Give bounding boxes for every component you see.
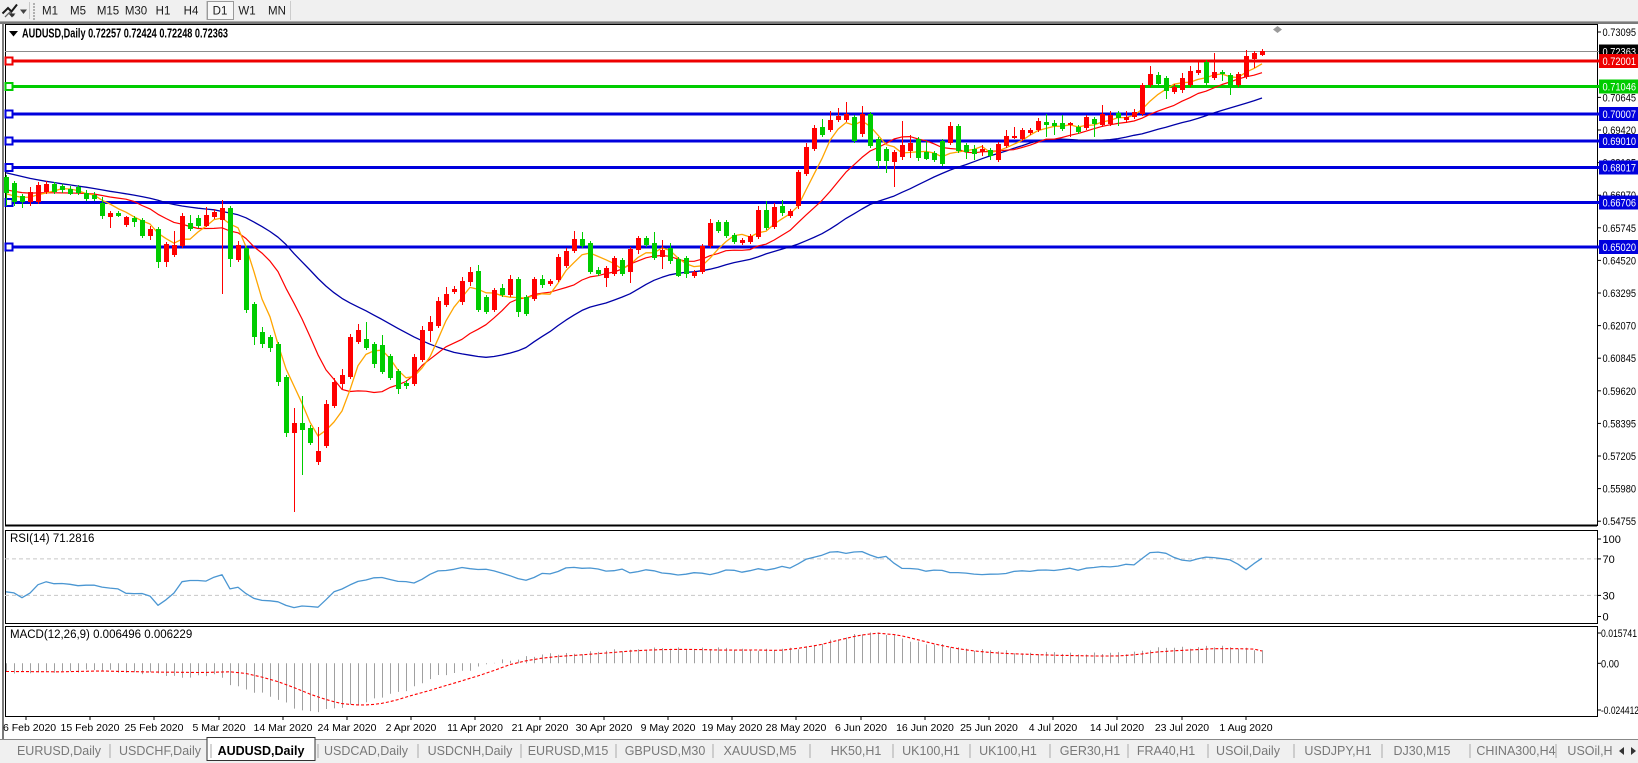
svg-text:USDJPY,H1: USDJPY,H1 — [1304, 744, 1371, 758]
svg-text:M15: M15 — [97, 6, 119, 18]
svg-text:5 Mar 2020: 5 Mar 2020 — [192, 722, 245, 734]
svg-text:0.58395: 0.58395 — [1603, 418, 1637, 430]
svg-text:100: 100 — [1603, 534, 1621, 546]
svg-text:0.65745: 0.65745 — [1603, 223, 1637, 235]
svg-text:0.66706: 0.66706 — [1603, 198, 1637, 210]
svg-text:1 Aug 2020: 1 Aug 2020 — [1219, 722, 1272, 734]
svg-text:30 Apr 2020: 30 Apr 2020 — [576, 722, 633, 734]
svg-text:W1: W1 — [238, 6, 255, 18]
svg-text:H4: H4 — [184, 6, 199, 18]
svg-text:RSI(14) 71.2816: RSI(14) 71.2816 — [10, 533, 94, 545]
svg-text:0.55980: 0.55980 — [1603, 484, 1637, 496]
svg-text:MN: MN — [268, 6, 286, 18]
svg-text:-0.024412: -0.024412 — [1601, 705, 1638, 717]
svg-text:25 Jun 2020: 25 Jun 2020 — [960, 722, 1018, 734]
svg-text:0.62070: 0.62070 — [1603, 321, 1637, 333]
svg-text:XAUUSD,M5: XAUUSD,M5 — [724, 744, 797, 758]
svg-text:19 May 2020: 19 May 2020 — [702, 722, 763, 734]
svg-text:AUDUSD,Daily 0.72257 0.72424: AUDUSD,Daily 0.72257 0.72424 0.72248 0.7… — [22, 27, 228, 41]
svg-text:14 Jul 2020: 14 Jul 2020 — [1090, 722, 1144, 734]
svg-text:D1: D1 — [213, 6, 228, 18]
svg-text:14 Mar 2020: 14 Mar 2020 — [254, 722, 313, 734]
svg-text:0.70645: 0.70645 — [1603, 92, 1637, 104]
svg-text:9 May 2020: 9 May 2020 — [641, 722, 696, 734]
svg-text:EURUSD,M15: EURUSD,M15 — [528, 744, 609, 758]
svg-text:0.68017: 0.68017 — [1603, 163, 1637, 175]
svg-text:USOil,H: USOil,H — [1567, 744, 1612, 758]
svg-text:M30: M30 — [125, 6, 147, 18]
svg-text:M1: M1 — [42, 6, 58, 18]
svg-text:11 Apr 2020: 11 Apr 2020 — [447, 722, 503, 734]
svg-text:28 May 2020: 28 May 2020 — [766, 722, 827, 734]
svg-text:0.70007: 0.70007 — [1603, 109, 1637, 121]
svg-text:UK100,H1: UK100,H1 — [979, 744, 1037, 758]
svg-text:0.59620: 0.59620 — [1603, 386, 1637, 398]
svg-text:0.57205: 0.57205 — [1603, 451, 1637, 463]
svg-text:GBPUSD,M30: GBPUSD,M30 — [625, 744, 706, 758]
svg-text:0.015741: 0.015741 — [1601, 628, 1637, 640]
svg-text:EURUSD,Daily: EURUSD,Daily — [17, 744, 102, 758]
svg-text:0.60845: 0.60845 — [1603, 353, 1637, 365]
svg-text:GER30,H1: GER30,H1 — [1060, 744, 1120, 758]
svg-text:M5: M5 — [70, 6, 86, 18]
svg-text:15 Feb 2020: 15 Feb 2020 — [61, 722, 120, 734]
svg-text:0.00: 0.00 — [1601, 658, 1619, 670]
svg-text:16 Jun 2020: 16 Jun 2020 — [896, 722, 954, 734]
svg-text:UK100,H1: UK100,H1 — [902, 744, 960, 758]
svg-text:HK50,H1: HK50,H1 — [831, 744, 882, 758]
svg-text:0.64520: 0.64520 — [1603, 255, 1637, 267]
svg-text:0.72001: 0.72001 — [1603, 56, 1637, 68]
svg-text:AUDUSD,Daily: AUDUSD,Daily — [218, 744, 305, 758]
svg-text:6 Jun 2020: 6 Jun 2020 — [835, 722, 887, 734]
svg-text:25 Feb 2020: 25 Feb 2020 — [125, 722, 184, 734]
svg-text:USDCAD,Daily: USDCAD,Daily — [324, 744, 409, 758]
svg-text:2 Apr 2020: 2 Apr 2020 — [386, 722, 437, 734]
svg-text:DJ30,M15: DJ30,M15 — [1394, 744, 1451, 758]
svg-text:0.73095: 0.73095 — [1603, 27, 1637, 39]
svg-text:4 Jul 2020: 4 Jul 2020 — [1029, 722, 1078, 734]
svg-text:0: 0 — [1603, 612, 1609, 624]
svg-text:0.69010: 0.69010 — [1603, 136, 1637, 148]
svg-text:MACD(12,26,9) 0.006496 0.00622: MACD(12,26,9) 0.006496 0.006229 — [10, 629, 192, 641]
svg-text:0.71046: 0.71046 — [1603, 82, 1637, 94]
svg-text:24 Mar 2020: 24 Mar 2020 — [318, 722, 377, 734]
svg-text:21 Apr 2020: 21 Apr 2020 — [512, 722, 569, 734]
svg-text:0.63295: 0.63295 — [1603, 288, 1637, 300]
svg-text:USDCNH,Daily: USDCNH,Daily — [428, 744, 513, 758]
svg-text:CHINA300,H4: CHINA300,H4 — [1476, 744, 1555, 758]
svg-text:30: 30 — [1603, 590, 1615, 602]
svg-text:H1: H1 — [156, 6, 171, 18]
svg-text:6 Feb 2020: 6 Feb 2020 — [3, 722, 56, 734]
svg-text:23 Jul 2020: 23 Jul 2020 — [1155, 722, 1209, 734]
svg-text:FRA40,H1: FRA40,H1 — [1137, 744, 1195, 758]
svg-text:USDCHF,Daily: USDCHF,Daily — [119, 744, 202, 758]
svg-text:USOil,Daily: USOil,Daily — [1216, 744, 1281, 758]
svg-text:0.54755: 0.54755 — [1603, 516, 1637, 528]
svg-text:0.65020: 0.65020 — [1603, 242, 1637, 254]
svg-text:70: 70 — [1603, 554, 1615, 566]
